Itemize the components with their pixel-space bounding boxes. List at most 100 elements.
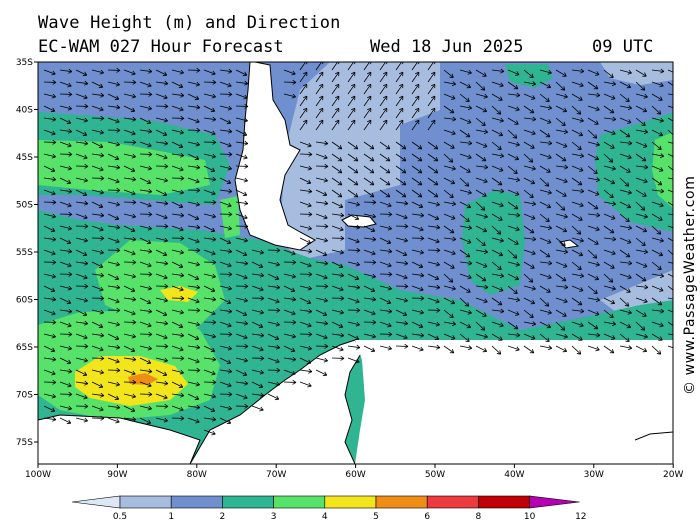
direction-arrow [219, 308, 233, 314]
direction-arrow [379, 95, 388, 107]
direction-arrow [411, 141, 423, 150]
direction-arrow [107, 67, 121, 73]
direction-arrow [395, 153, 407, 162]
direction-arrow [123, 165, 136, 173]
direction-arrow [539, 93, 550, 102]
direction-arrow [427, 189, 439, 198]
direction-arrow [667, 177, 673, 180]
direction-arrow [523, 165, 536, 171]
direction-arrow [203, 213, 216, 219]
direction-arrow [43, 139, 57, 145]
direction-arrow [299, 83, 308, 95]
direction-arrow [507, 321, 519, 330]
direction-arrow [363, 309, 376, 316]
direction-arrow [395, 62, 404, 71]
direction-arrow [571, 201, 584, 208]
direction-arrow [587, 81, 599, 90]
direction-arrow [603, 105, 615, 114]
direction-arrow [363, 62, 372, 71]
legend-swatch [375, 495, 428, 509]
direction-arrow [635, 93, 648, 99]
direction-arrow [523, 116, 537, 122]
direction-arrow [299, 225, 312, 231]
direction-arrow [651, 333, 663, 341]
direction-arrow [43, 199, 57, 205]
direction-arrow [171, 175, 185, 181]
direction-arrow [363, 141, 375, 150]
direction-arrow [619, 129, 631, 138]
direction-arrow [219, 331, 233, 337]
direction-arrow [523, 189, 534, 198]
weddell-coast-line [634, 431, 673, 441]
direction-arrow [363, 285, 376, 293]
direction-arrow [571, 297, 583, 306]
direction-arrow [187, 224, 201, 230]
direction-arrow [587, 177, 601, 183]
direction-arrow [139, 261, 152, 268]
direction-arrow [107, 393, 120, 401]
direction-arrow [347, 357, 360, 364]
direction-arrow [379, 177, 391, 186]
direction-arrow [603, 309, 614, 318]
direction-arrow [59, 417, 72, 425]
direction-arrow [139, 417, 152, 425]
direction-arrow [635, 333, 648, 339]
direction-arrow [75, 213, 88, 220]
direction-arrow [395, 249, 408, 257]
direction-arrow [219, 117, 232, 125]
direction-arrow [603, 81, 617, 87]
direction-arrow [123, 116, 137, 122]
direction-arrow [91, 369, 104, 375]
direction-arrow [315, 107, 324, 119]
direction-arrow [107, 141, 120, 147]
direction-arrow [75, 177, 88, 183]
direction-arrow [203, 249, 216, 256]
direction-arrow [587, 92, 601, 98]
direction-arrow [107, 117, 120, 124]
direction-arrow [107, 104, 121, 110]
direction-arrow [187, 213, 200, 221]
direction-arrow [107, 404, 121, 410]
direction-arrow [91, 115, 105, 121]
direction-arrow [571, 188, 585, 194]
direction-arrow [43, 69, 56, 76]
direction-arrow [507, 309, 520, 316]
direction-arrow [139, 321, 152, 328]
direction-arrow [459, 129, 471, 138]
direction-arrow [219, 91, 233, 97]
direction-arrow [59, 297, 72, 305]
direction-arrow [635, 225, 648, 233]
direction-arrow [43, 189, 56, 196]
direction-arrow [283, 319, 297, 325]
direction-arrow [43, 356, 57, 362]
direction-arrow [603, 165, 616, 171]
direction-arrow [123, 69, 136, 76]
direction-arrow [619, 260, 633, 266]
legend-swatch [170, 495, 223, 509]
direction-arrow [379, 71, 388, 83]
direction-arrow [379, 83, 388, 95]
direction-arrow [427, 119, 436, 131]
direction-arrow [299, 321, 312, 328]
direction-arrow [171, 369, 184, 375]
direction-arrow [91, 295, 105, 301]
direction-arrow [267, 344, 281, 350]
direction-arrow [635, 213, 648, 219]
direction-arrow [395, 213, 408, 220]
direction-arrow [507, 141, 520, 147]
lon-label: 60W [345, 470, 365, 480]
direction-arrow [139, 151, 153, 157]
antarctic-weddell [355, 340, 673, 464]
direction-arrow [187, 393, 200, 401]
direction-arrow [555, 225, 568, 233]
direction-arrow [267, 261, 280, 267]
lat-label: 50S [16, 201, 33, 211]
direction-arrow [187, 104, 201, 110]
direction-arrow [539, 285, 551, 293]
direction-arrow [299, 271, 313, 277]
direction-arrow [187, 284, 201, 290]
direction-arrow [571, 177, 583, 186]
direction-arrow [347, 201, 360, 207]
direction-arrow [139, 68, 153, 74]
direction-arrow [603, 189, 614, 198]
